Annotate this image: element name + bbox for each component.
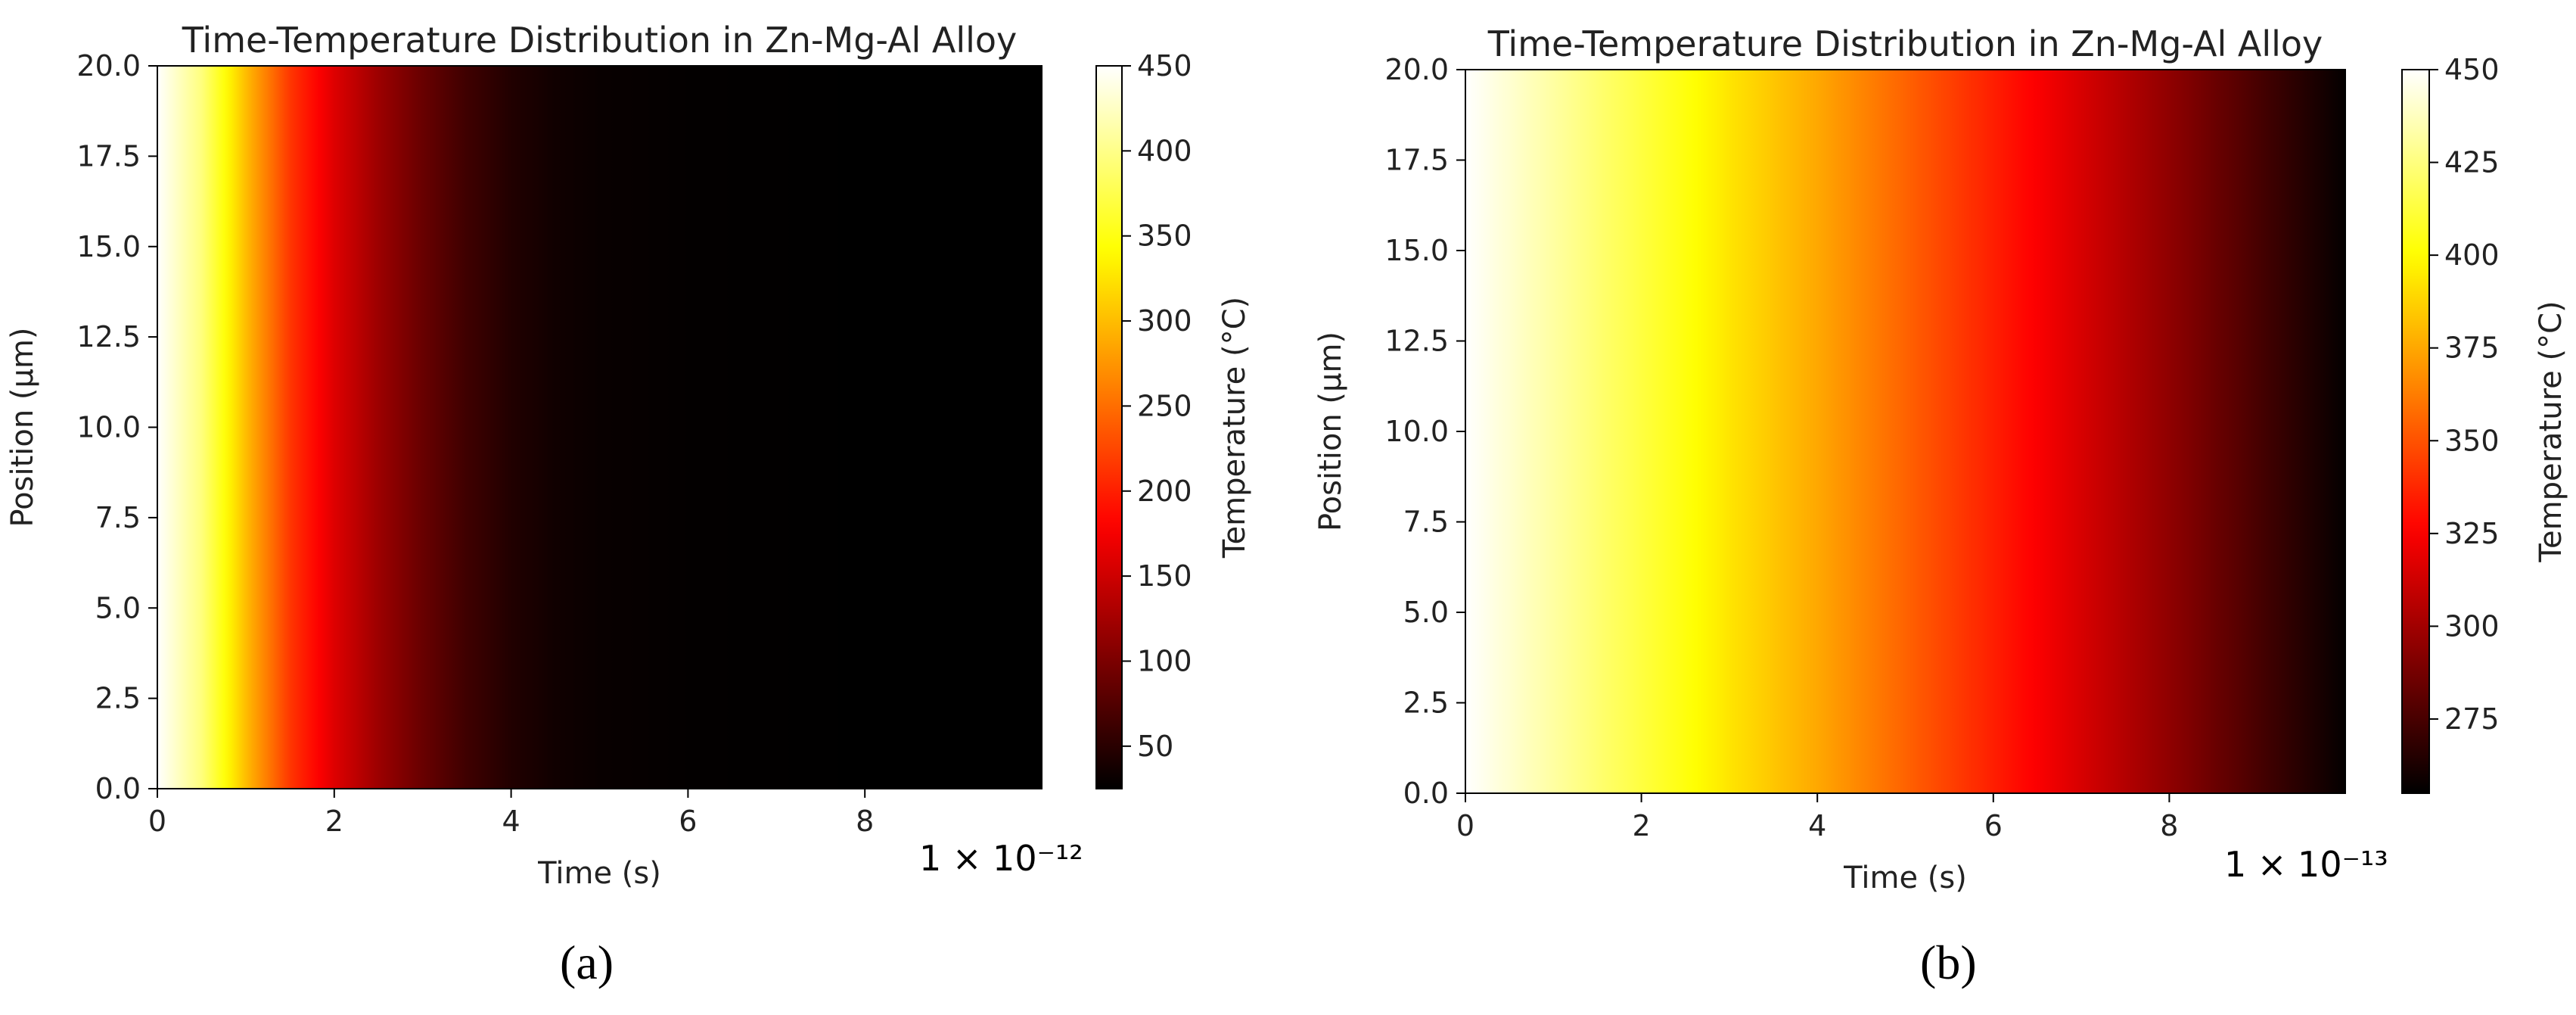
y-tick-label: 20.0 <box>76 49 141 83</box>
colorbar-tick-label: 375 <box>2444 332 2500 365</box>
colorbar-tick-label: 275 <box>2444 702 2500 736</box>
y-tick-label: 5.0 <box>95 591 141 624</box>
heatmap-image <box>157 66 1042 789</box>
y-tick-label: 2.5 <box>95 682 141 715</box>
x-tick-label: 0 <box>1456 809 1474 842</box>
x-axis-label: Time (s) <box>1843 861 1967 895</box>
colorbar-tick-label: 250 <box>1137 389 1192 422</box>
colorbar <box>1096 66 1122 789</box>
y-tick-label: 10.0 <box>76 411 141 444</box>
chart-title: Time-Temperature Distribution in Zn-Mg-A… <box>1487 23 2323 64</box>
colorbar-tick-label: 50 <box>1137 730 1173 763</box>
y-tick-label: 0.0 <box>1403 777 1449 810</box>
y-tick-label: 17.5 <box>76 139 141 173</box>
y-axis-label: Position (µm) <box>5 327 40 527</box>
colorbar-tick-label: 100 <box>1137 644 1192 677</box>
x-tick-label: 0 <box>148 805 166 838</box>
y-tick-label: 17.5 <box>1384 144 1449 177</box>
y-tick-label: 12.5 <box>1384 325 1449 358</box>
x-tick-label: 8 <box>2160 809 2178 842</box>
panel-b: Time-Temperature Distribution in Zn-Mg-A… <box>1313 23 2568 895</box>
y-tick-label: 7.5 <box>1403 506 1449 539</box>
x-multiplier: 1 × 10⁻¹³ <box>2224 844 2388 885</box>
panel-label-b: (b) <box>1920 936 1977 989</box>
y-tick-label: 5.0 <box>1403 596 1449 629</box>
x-tick-label: 6 <box>1984 809 2003 842</box>
x-tick-label: 4 <box>502 805 520 838</box>
y-axis-label: Position (µm) <box>1313 332 1348 531</box>
heatmap-image <box>1465 70 2345 793</box>
y-tick-label: 0.0 <box>95 772 141 805</box>
colorbar-tick-label: 425 <box>2444 146 2500 179</box>
colorbar-label: Temperature (°C) <box>2534 300 2568 562</box>
x-tick-label: 2 <box>325 805 343 838</box>
chart-title: Time-Temperature Distribution in Zn-Mg-A… <box>182 20 1018 61</box>
colorbar-tick-label: 400 <box>2444 238 2500 272</box>
panel-a: Time-Temperature Distribution in Zn-Mg-A… <box>5 20 1252 891</box>
colorbar-tick-label: 350 <box>1137 220 1192 253</box>
y-tick-label: 15.0 <box>76 230 141 263</box>
colorbar-tick-label: 400 <box>1137 134 1192 167</box>
x-tick-label: 6 <box>679 805 697 838</box>
y-tick-label: 12.5 <box>76 320 141 353</box>
x-tick-label: 8 <box>856 805 874 838</box>
x-tick-label: 4 <box>1808 809 1826 842</box>
colorbar-tick-label: 325 <box>2444 517 2500 550</box>
y-tick-label: 7.5 <box>95 501 141 534</box>
colorbar-tick-label: 150 <box>1137 559 1192 593</box>
y-tick-label: 15.0 <box>1384 234 1449 267</box>
y-tick-label: 10.0 <box>1384 415 1449 448</box>
y-tick-label: 2.5 <box>1403 687 1449 720</box>
x-axis-label: Time (s) <box>537 856 661 891</box>
colorbar-label: Temperature (°C) <box>1217 297 1252 559</box>
colorbar-tick-label: 300 <box>1137 304 1192 338</box>
colorbar-tick-label: 300 <box>2444 609 2500 643</box>
y-tick-label: 20.0 <box>1384 53 1449 86</box>
panel-label-a: (a) <box>560 936 614 989</box>
colorbar-frame <box>2401 69 2430 794</box>
colorbar-frame <box>1095 65 1123 789</box>
colorbar-tick-label: 200 <box>1137 475 1192 508</box>
colorbar-tick-label: 450 <box>2444 53 2500 86</box>
colorbar-tick-label: 450 <box>1137 49 1192 83</box>
colorbar-tick-label: 350 <box>2444 424 2500 457</box>
x-multiplier: 1 × 10⁻¹² <box>919 838 1083 879</box>
colorbar <box>2402 70 2429 793</box>
x-tick-label: 2 <box>1633 809 1651 842</box>
